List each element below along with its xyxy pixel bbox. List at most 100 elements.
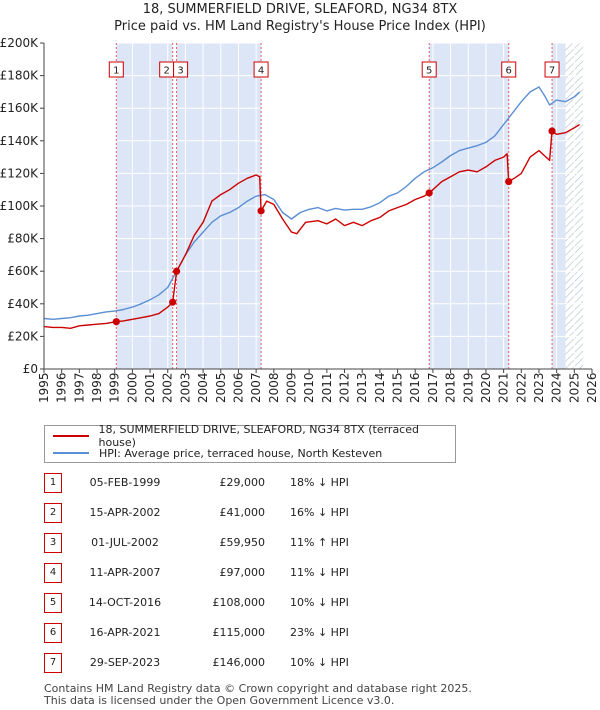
sale-point <box>257 207 265 215</box>
row-hpi: 10% ↓ HPI <box>290 656 349 669</box>
x-tick-label: 2016 <box>408 372 422 403</box>
table-row: 6 16-APR-2021 £115,000 23% ↓ HPI <box>0 623 600 645</box>
chart-title-line1: 18, SUMMERFIELD DRIVE, SLEAFORD, NG34 8T… <box>142 2 458 17</box>
x-tick-label: 2024 <box>550 372 564 403</box>
sale-label-text: 7 <box>549 66 555 77</box>
row-hpi: 16% ↓ HPI <box>290 506 349 519</box>
x-tick-label: 2000 <box>125 372 139 403</box>
sale-label-box <box>544 61 560 78</box>
sale-point <box>112 318 120 326</box>
row-number-badge: 2 <box>44 503 62 523</box>
sale-label-text: 6 <box>506 66 512 77</box>
row-price: £115,000 <box>212 626 266 639</box>
sale-point <box>505 177 513 186</box>
x-tick-label: 2004 <box>196 372 210 403</box>
y-tick-label: £200K <box>0 36 39 50</box>
sale-label-box <box>253 61 269 78</box>
row-price: £41,000 <box>219 506 266 519</box>
x-tick-label: 2015 <box>391 372 405 403</box>
x-tick-label: 2020 <box>479 372 493 403</box>
x-tick-label: 1997 <box>72 372 86 403</box>
sale-label-text: 2 <box>164 66 170 77</box>
x-tick-label: 1998 <box>90 372 104 403</box>
chart-title-line2: Price paid vs. HM Land Registry's House … <box>114 19 486 34</box>
x-tick-label: 2026 <box>585 372 599 403</box>
x-tick-label: 2011 <box>320 372 334 403</box>
sale-label-box <box>501 61 517 78</box>
legend-swatch-hpi <box>53 452 89 454</box>
x-tick-label: 2005 <box>214 372 228 403</box>
y-tick-label: £160K <box>0 101 39 115</box>
y-tick-label: £40K <box>7 297 39 311</box>
x-tick-label: 2003 <box>178 372 192 403</box>
x-tick-label: 2002 <box>161 372 175 403</box>
x-tick-label: 2007 <box>249 372 263 403</box>
table-row: 3 01-JUL-2002 £59,950 11% ↑ HPI <box>0 533 600 555</box>
row-price: £59,950 <box>219 536 266 549</box>
row-price: £29,000 <box>219 476 266 489</box>
row-date: 15-APR-2002 <box>89 506 161 519</box>
row-number-badge: 6 <box>44 623 62 643</box>
row-number-badge: 1 <box>44 473 62 493</box>
sale-point <box>425 189 433 197</box>
footer-licence: This data is licensed under the Open Gov… <box>44 694 395 707</box>
row-hpi: 18% ↓ HPI <box>290 476 349 489</box>
row-number-badge: 4 <box>44 563 62 583</box>
x-tick-label: 1996 <box>55 372 69 403</box>
sale-point <box>172 267 181 275</box>
x-tick-label: 2017 <box>426 372 440 403</box>
sale-point <box>548 127 556 135</box>
y-tick-label: £20K <box>7 329 39 343</box>
y-tick-label: £0 <box>23 362 38 376</box>
table-row: 2 15-APR-2002 £41,000 16% ↓ HPI <box>0 503 600 525</box>
y-tick-label: £100K <box>0 199 39 213</box>
row-number-badge: 5 <box>44 593 62 613</box>
legend-label-hpi: HPI: Average price, terraced house, Nort… <box>99 446 383 460</box>
legend-item-hpi: HPI: Average price, terraced house, Nort… <box>53 445 382 461</box>
sale-label-text: 4 <box>258 66 264 77</box>
x-tick-label: 2023 <box>532 372 546 403</box>
property-price-line <box>43 123 580 329</box>
row-date: 05-FEB-1999 <box>89 476 161 489</box>
row-hpi: 11% ↑ HPI <box>290 536 349 549</box>
row-hpi: 23% ↓ HPI <box>290 626 349 639</box>
row-price: £146,000 <box>212 656 266 669</box>
sale-point <box>169 298 177 306</box>
chart-legend: 18, SUMMERFIELD DRIVE, SLEAFORD, NG34 8T… <box>44 423 456 463</box>
x-tick-label: 2012 <box>338 372 352 403</box>
x-tick-label: 2013 <box>355 372 369 403</box>
hpi-line <box>43 86 581 320</box>
y-tick-label: £80K <box>7 232 39 246</box>
x-tick-label: 1995 <box>37 372 51 403</box>
y-tick-label: £120K <box>0 166 39 180</box>
row-date: 16-APR-2021 <box>89 626 161 639</box>
row-number-badge: 3 <box>44 533 62 553</box>
legend-swatch-property <box>53 435 89 437</box>
y-tick-label: £60K <box>7 264 39 278</box>
table-row: 7 29-SEP-2023 £146,000 10% ↓ HPI <box>0 653 600 675</box>
x-tick-label: 1999 <box>108 372 122 403</box>
y-tick-label: £180K <box>0 69 39 83</box>
legend-item-property: 18, SUMMERFIELD DRIVE, SLEAFORD, NG34 8T… <box>53 423 455 449</box>
x-tick-label: 2022 <box>514 372 528 403</box>
x-tick-label: 2021 <box>497 372 511 403</box>
row-price: £97,000 <box>219 566 266 579</box>
footer-copyright: Contains HM Land Registry data © Crown c… <box>44 682 472 695</box>
x-tick-label: 2010 <box>302 372 316 403</box>
row-date: 14-OCT-2016 <box>88 596 162 609</box>
x-tick-label: 2009 <box>284 372 298 403</box>
x-tick-label: 2001 <box>143 372 157 403</box>
sale-label-box <box>421 61 437 78</box>
x-tick-label: 2019 <box>461 372 475 403</box>
sale-label-text: 5 <box>426 66 432 77</box>
x-tick-label: 2018 <box>444 372 458 403</box>
row-date: 29-SEP-2023 <box>89 656 161 669</box>
x-tick-label: 2006 <box>231 372 245 403</box>
table-row: 5 14-OCT-2016 £108,000 10% ↓ HPI <box>0 593 600 615</box>
x-tick-label: 2025 <box>567 372 581 403</box>
row-price: £108,000 <box>212 596 266 609</box>
sale-label-text: 1 <box>113 66 119 77</box>
x-tick-label: 2008 <box>267 372 281 403</box>
row-hpi: 11% ↓ HPI <box>290 566 349 579</box>
x-tick-label: 2014 <box>373 372 387 403</box>
